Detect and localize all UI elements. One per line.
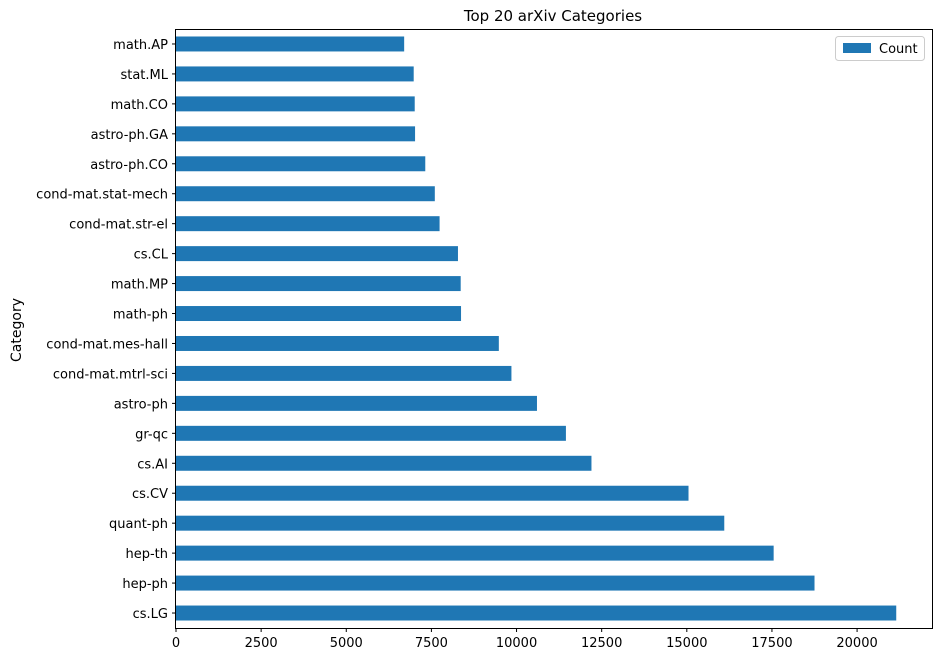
y-tick-label: cs.CL (134, 248, 169, 263)
y-tick-label: cs.AI (137, 457, 168, 472)
bar-quant-ph (176, 515, 725, 531)
bar-stat-ml (176, 66, 414, 82)
bar-cs-cv (176, 485, 689, 501)
x-tick-label: 0 (172, 636, 180, 651)
x-tick-label: 5000 (330, 636, 363, 651)
y-tick-label: math.CO (111, 98, 168, 113)
x-tick-label: 12500 (581, 636, 622, 651)
plot-area-frame (175, 29, 933, 629)
bar-cs-ai (176, 455, 592, 471)
bar-math-mp (176, 276, 461, 292)
y-tick-label: hep-ph (122, 577, 168, 592)
bar-math-co (176, 96, 415, 112)
bar-cs-cl (176, 246, 458, 262)
x-tick-label: 15000 (666, 636, 707, 651)
bar-cond-mat-mes-hall (176, 335, 499, 351)
y-tick-label: cond-mat.str-el (69, 218, 168, 233)
legend: Count (835, 36, 925, 61)
x-tick-label: 17500 (751, 636, 792, 651)
bar-cond-mat-mtrl-sci (176, 365, 512, 381)
y-tick-label: gr-qc (135, 427, 168, 442)
y-tick-label: cond-mat.mtrl-sci (53, 367, 168, 382)
bar-astro-ph-ga (176, 126, 416, 142)
y-axis-label: Category (9, 298, 25, 362)
x-tick-label: 2500 (245, 636, 278, 651)
legend-swatch (843, 43, 871, 53)
bar-cs-lg (176, 605, 897, 621)
bar-cond-mat-stat-mech (176, 186, 435, 202)
legend-frame (835, 36, 925, 61)
y-tick-label: hep-th (125, 547, 168, 562)
y-tick-label: math-ph (113, 308, 168, 323)
legend-label: Count (879, 42, 918, 57)
x-tick-label: 20000 (836, 636, 877, 651)
y-axis-ticks: cs.LG hep-ph hep-th quant-ph cs.CV cs.AI gr-qc… (36, 38, 176, 622)
x-tick-label: 7500 (415, 636, 448, 651)
chart-title: Top 20 arXiv Categories (463, 7, 642, 25)
y-tick-label: math.MP (111, 278, 168, 293)
y-tick-label: astro-ph.CO (90, 158, 168, 173)
bar-math-ap (176, 36, 405, 52)
bar-cond-mat-str-el (176, 216, 440, 232)
bar-astro-ph-co (176, 156, 426, 172)
bars (176, 36, 897, 621)
bar-gr-qc (176, 425, 566, 441)
y-tick-label: cond-mat.stat-mech (36, 188, 168, 203)
y-tick-label: cs.CV (132, 487, 168, 502)
y-tick-label: astro-ph (114, 397, 168, 412)
bar-math-ph (176, 306, 462, 322)
bar-hep-th (176, 545, 774, 561)
x-tick-label: 10000 (496, 636, 537, 651)
y-tick-label: math.AP (113, 38, 168, 53)
x-axis-ticks: 0 2500 5000 7500 10000 12500 15000 17500 20000 (172, 628, 878, 651)
bar-astro-ph (176, 395, 537, 411)
bar-hep-ph (176, 575, 815, 591)
y-tick-label: cond-mat.mes-hall (46, 337, 168, 352)
y-tick-label: cs.LG (133, 607, 168, 622)
y-tick-label: quant-ph (109, 517, 168, 532)
y-tick-label: stat.ML (120, 68, 168, 83)
y-tick-label: astro-ph.GA (91, 128, 168, 143)
